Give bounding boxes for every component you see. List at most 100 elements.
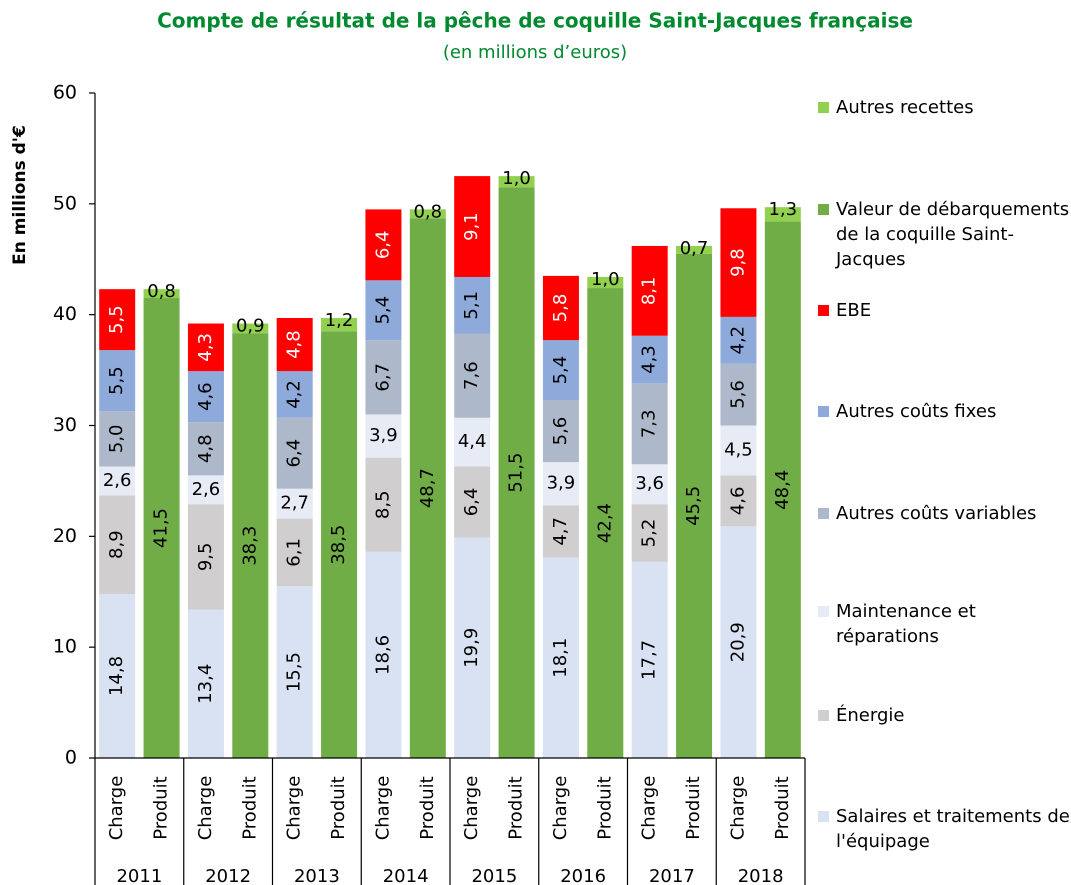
bar-segment — [187, 504, 224, 610]
data-label: 8,1 — [639, 277, 660, 306]
data-label: 5,4 — [372, 296, 393, 325]
bar-segment — [276, 518, 313, 587]
data-label: 51,5 — [506, 453, 527, 493]
data-label: 1,2 — [325, 310, 354, 331]
y-tick-label: 10 — [53, 636, 77, 658]
data-label: 7,3 — [639, 410, 660, 439]
data-label: 5,1 — [461, 291, 482, 320]
legend-item: EBE — [818, 298, 1070, 323]
data-label: 0,9 — [236, 316, 265, 337]
data-label: 4,6 — [727, 487, 748, 516]
bar-segment — [187, 371, 224, 423]
legend-label: Autres coûts variables — [836, 503, 1037, 524]
data-label: 5,8 — [550, 294, 571, 323]
bar-segment — [232, 333, 269, 758]
x-tick-label: Produit — [417, 776, 438, 839]
chart-subtitle: (en millions d’euros) — [443, 42, 627, 63]
bar-segment — [454, 176, 491, 277]
bar-segment — [187, 609, 224, 758]
group-label: 2016 — [560, 866, 606, 885]
bar-segment — [720, 363, 757, 426]
data-label: 1,3 — [768, 199, 797, 220]
bar-segment — [720, 526, 757, 758]
legend-label: Autres recettes — [836, 97, 974, 118]
chart-title: Compte de résultat de la pêche de coquil… — [157, 9, 913, 33]
bar-segment — [365, 414, 402, 458]
bar-segment — [542, 505, 579, 558]
group-label: 2014 — [383, 866, 429, 885]
x-tick-label: Produit — [594, 776, 615, 839]
data-label: 3,9 — [369, 425, 398, 446]
bar-segment — [409, 218, 446, 758]
data-label: 9,8 — [727, 248, 748, 277]
x-tick-label: Produit — [239, 776, 260, 839]
data-label: 4,7 — [550, 517, 571, 546]
bar-segment — [276, 488, 313, 519]
y-tick-label: 40 — [53, 303, 77, 325]
data-label: 5,4 — [550, 356, 571, 385]
bar-segment — [454, 537, 491, 758]
data-label: 2,6 — [103, 470, 132, 491]
bar-segment — [321, 317, 358, 332]
data-label: 4,2 — [284, 380, 305, 409]
x-tick-label: Produit — [683, 776, 704, 839]
data-label: 5,5 — [106, 366, 127, 395]
x-tick-label: Charge — [195, 776, 216, 841]
data-label: 14,8 — [106, 656, 127, 696]
legend-label: Salaires et traitements de l'équipage — [836, 806, 1070, 852]
data-label: 5,6 — [550, 417, 571, 446]
legend-swatch — [818, 406, 829, 417]
bar-segment — [720, 475, 757, 527]
legend-swatch — [818, 305, 829, 316]
x-tick-label: Produit — [328, 776, 349, 839]
legend-swatch — [818, 102, 829, 113]
bar-segment — [365, 209, 402, 281]
bar-segment — [409, 209, 446, 219]
legend-item: Autres coûts variables — [818, 501, 1070, 526]
data-label: 9,5 — [195, 543, 216, 572]
data-label: 48,4 — [772, 470, 793, 510]
data-label: 5,0 — [106, 424, 127, 453]
data-label: 4,8 — [195, 434, 216, 463]
data-label: 6,4 — [372, 231, 393, 260]
bar-segment — [187, 323, 224, 372]
data-label: 19,9 — [461, 628, 482, 668]
group-label: 2011 — [116, 866, 162, 885]
group-label: 2017 — [649, 866, 695, 885]
bar-segment — [99, 289, 136, 351]
data-label: 5,2 — [639, 519, 660, 548]
data-label: 8,5 — [372, 490, 393, 519]
bar-segment — [365, 551, 402, 758]
data-label: 4,2 — [727, 326, 748, 355]
x-tick-label: Charge — [106, 776, 127, 841]
legend-swatch — [818, 606, 829, 617]
bar-segment — [720, 208, 757, 317]
data-label: 0,8 — [147, 281, 176, 302]
bar-segment — [631, 504, 668, 562]
legend-label: EBE — [836, 300, 872, 321]
bar-segment — [454, 276, 491, 334]
data-label: 13,4 — [195, 664, 216, 704]
legend-item: Valeur de débarquements de la coquille S… — [818, 197, 1070, 272]
legend-item: Salaires et traitements de l'équipage — [818, 804, 1070, 854]
bar-segment — [187, 475, 224, 505]
bar-segment — [276, 371, 313, 418]
data-label: 18,6 — [372, 635, 393, 675]
y-tick-label: 60 — [53, 82, 77, 104]
data-label: 9,1 — [461, 212, 482, 241]
bar-segment — [232, 323, 269, 334]
data-label: 8,9 — [106, 530, 127, 559]
x-tick-label: Charge — [461, 776, 482, 841]
group-label: 2015 — [471, 866, 517, 885]
bar-segment — [99, 495, 136, 594]
bar-segment — [720, 425, 757, 476]
bar-segment — [631, 561, 668, 758]
x-tick-label: Charge — [727, 776, 748, 841]
data-label: 6,4 — [461, 488, 482, 517]
bar-segment — [143, 298, 180, 758]
y-tick-label: 30 — [53, 414, 77, 436]
data-label: 18,1 — [550, 638, 571, 678]
bar-segment — [542, 400, 579, 463]
data-label: 3,6 — [635, 473, 664, 494]
